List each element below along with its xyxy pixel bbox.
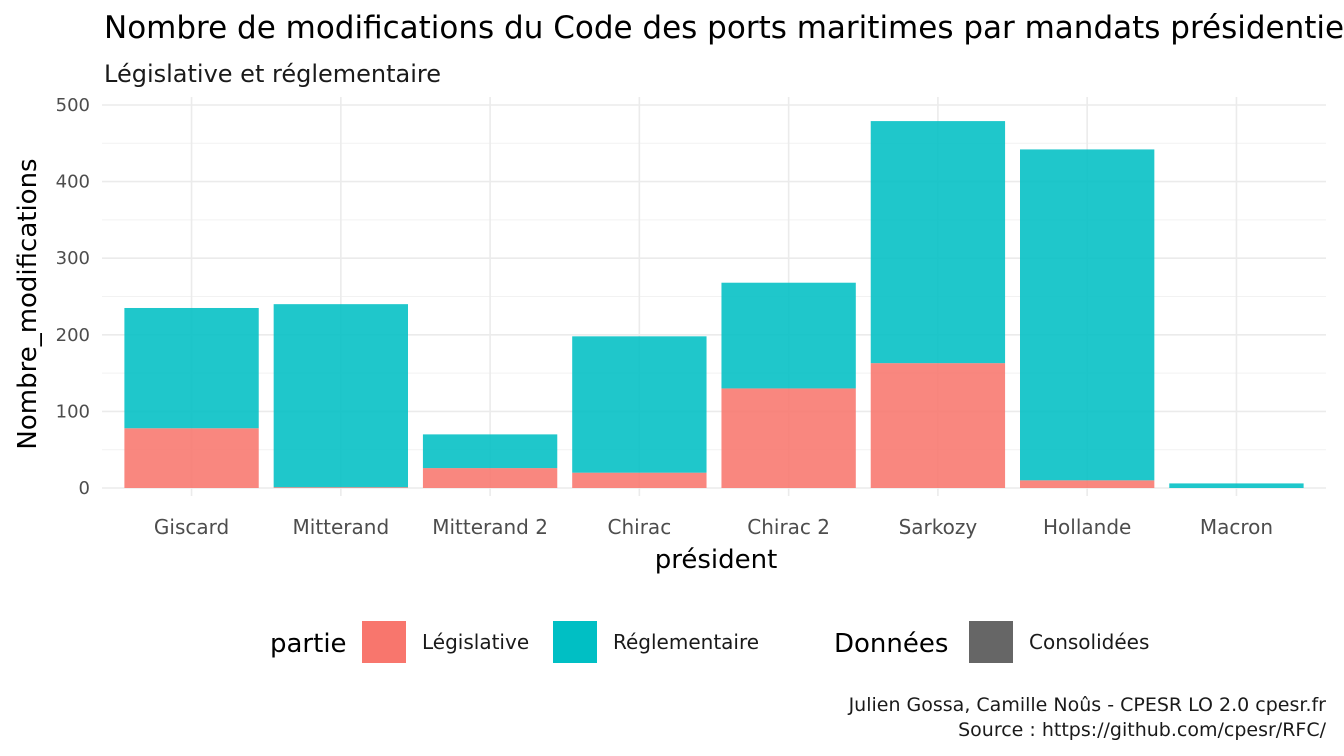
- y-axis-label: Nombre_modifications: [13, 158, 43, 449]
- bar-réglementaire-macron: [1169, 483, 1304, 488]
- legend-label-reglementaire: Réglementaire: [613, 630, 759, 654]
- bar-législative-giscard: [124, 428, 259, 488]
- legend-label-legislative: Législative: [422, 630, 529, 654]
- bar-législative-chirac-2: [721, 388, 856, 488]
- x-tick-label: Mitterand 2: [432, 515, 548, 539]
- y-tick-label: 400: [56, 172, 90, 193]
- legend-swatch-legislative: [362, 621, 406, 663]
- legend-swatch-reglementaire: [553, 621, 597, 663]
- chart-title: Nombre de modifications du Code des port…: [104, 10, 1344, 46]
- x-tick-label: Sarkozy: [899, 515, 978, 539]
- bar-législative-chirac: [572, 472, 707, 488]
- bar-réglementaire-chirac: [572, 336, 707, 473]
- x-tick-label: Mitterand: [293, 515, 390, 539]
- legend-title-donnees: Données: [834, 629, 948, 659]
- bar-réglementaire-hollande: [1020, 149, 1155, 481]
- bar-législative-mitterand-2: [422, 468, 558, 488]
- x-tick-label: Hollande: [1043, 515, 1131, 539]
- caption-authors: Julien Gossa, Camille Noûs - CPESR LO 2.…: [848, 694, 1327, 716]
- x-tick-label: Macron: [1200, 515, 1273, 539]
- y-tick-label: 0: [79, 478, 90, 499]
- y-tick-label: 100: [56, 401, 90, 422]
- legend-swatch-consolidees: [969, 621, 1013, 663]
- x-tick-label: Giscard: [154, 515, 229, 539]
- bar-réglementaire-giscard: [124, 307, 259, 429]
- y-tick-label: 200: [56, 325, 90, 346]
- legend-title-partie: partie: [270, 629, 347, 659]
- y-axis-ticks: 0 100 200 300 400 500: [56, 95, 90, 499]
- x-axis-ticks: Giscard Mitterand Mitterand 2 Chirac Chirac …: [154, 515, 1273, 539]
- bar-réglementaire-mitterand-2: [422, 434, 558, 469]
- y-tick-label: 300: [56, 248, 90, 269]
- legend: partie Législative Réglementaire Données…: [270, 621, 1149, 663]
- chart-subtitle: Législative et réglementaire: [104, 60, 441, 88]
- bar-réglementaire-sarkozy: [870, 121, 1006, 364]
- caption-source: Source : https://github.com/cpesr/RFC/: [958, 719, 1327, 741]
- bar-législative-hollande: [1020, 480, 1155, 488]
- bar-législative-mitterand: [273, 487, 408, 488]
- x-tick-label: Chirac 2: [747, 515, 830, 539]
- x-axis-label: président: [655, 545, 778, 575]
- bar-réglementaire-mitterand: [273, 304, 408, 488]
- bar-réglementaire-chirac-2: [721, 282, 856, 389]
- bar-législative-sarkozy: [870, 363, 1006, 488]
- bars: [124, 121, 1304, 488]
- x-tick-label: Chirac: [608, 515, 672, 539]
- y-tick-label: 500: [56, 95, 90, 116]
- legend-label-consolidees: Consolidées: [1029, 630, 1149, 654]
